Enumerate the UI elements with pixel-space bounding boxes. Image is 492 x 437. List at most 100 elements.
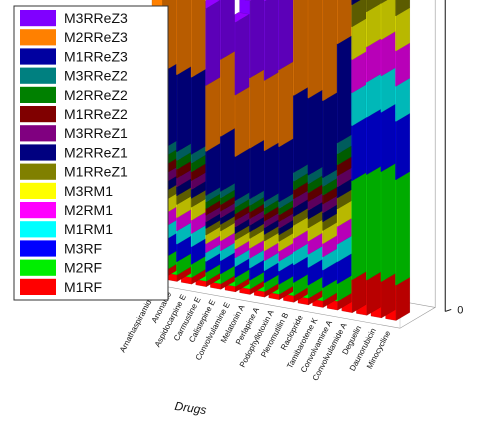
bar-side-face [176, 0, 191, 75]
legend-item: M2RReZ2 [20, 86, 128, 103]
bar-side-face [206, 0, 221, 86]
bar-top-face [244, 0, 252, 1]
legend-swatch [20, 278, 56, 295]
legend-item: M2RF [20, 259, 102, 276]
bar-segment [195, 272, 221, 287]
bar-side-face [337, 0, 352, 45]
legend: M3RReZ3 M2RReZ3 M1RReZ3 M3RReZ2 M2RReZ2 M1RRe… [13, 5, 169, 301]
legend-label: M2RF [64, 260, 102, 276]
bar-side-face [191, 68, 206, 155]
legend-item: M2RM1 [20, 202, 113, 219]
legend-label: M1RM1 [64, 221, 113, 237]
legend-swatch [20, 221, 56, 238]
legend-item: M3RReZ2 [20, 67, 128, 84]
bar-side-face [381, 103, 396, 172]
legend-swatch [20, 29, 56, 46]
bar-side-face [381, 0, 388, 4]
bar-side-face [322, 0, 337, 101]
x-axis-title: Drugs [174, 399, 208, 417]
legend-swatch [20, 10, 56, 27]
bar-side-face [264, 0, 279, 81]
bar-side-face [235, 14, 250, 96]
bar-side-face [395, 113, 410, 180]
legend-label: M2RM1 [64, 202, 113, 218]
legend-label: M3RReZ1 [64, 125, 128, 141]
bar-side-face [308, 0, 323, 99]
bar-side-face [352, 172, 367, 280]
legend-item: M1RF [20, 278, 102, 295]
legend-label: M3RM1 [64, 183, 113, 199]
bar-stacks [151, 0, 410, 321]
legend-swatch [20, 67, 56, 84]
bar-side-face [279, 61, 294, 148]
legend-swatch [20, 86, 56, 103]
bar-side-face [176, 66, 191, 152]
legend-label: M1RF [64, 279, 102, 295]
bar-side-face [220, 0, 235, 60]
z-tick-label: 0 [457, 304, 463, 316]
z-tick [445, 308, 452, 312]
bar-side-face [264, 72, 279, 152]
legend-label: M2RReZ1 [64, 144, 128, 160]
legend-label: M3RReZ3 [64, 10, 128, 26]
bar-stack [268, 0, 294, 300]
legend-label: M3RF [64, 240, 102, 256]
bar-side-face [337, 35, 352, 144]
bar-side-face [220, 51, 235, 137]
bar-side-face [366, 0, 381, 12]
bar-side-face [206, 143, 221, 196]
bar-side-face [366, 108, 381, 175]
bar-side-face [322, 92, 337, 178]
bar-side-face [293, 0, 308, 96]
legend-item: M3RReZ3 [20, 10, 128, 27]
legend-item: M2RReZ3 [20, 29, 128, 46]
bar-side-face [293, 87, 308, 173]
legend-swatch [20, 106, 56, 123]
bar-side-face [249, 69, 264, 149]
bar-side-face [235, 86, 250, 157]
bar-side-face [249, 139, 264, 200]
legend-label: M1RReZ2 [64, 106, 128, 122]
legend-swatch [20, 144, 56, 161]
legend-label: M2RReZ2 [64, 87, 128, 103]
legend-swatch [20, 202, 56, 219]
bar-side-face [366, 166, 381, 281]
bar-side-face [395, 171, 410, 286]
bar-side-face [381, 0, 396, 40]
legend-item: M1RReZ2 [20, 106, 128, 123]
legend-item: M3RF [20, 240, 102, 257]
bar-side-face [308, 89, 323, 176]
bar-side-face [352, 0, 361, 5]
bar-side-face [206, 77, 221, 152]
bar-side-face [220, 128, 235, 192]
legend-label: M2RReZ3 [64, 29, 128, 45]
bar-side-face [352, 117, 367, 181]
legend-label: M1RReZ3 [64, 48, 128, 64]
legend-item: M1RM1 [20, 221, 113, 238]
legend-item: M1RReZ1 [20, 163, 128, 180]
legend-swatch [20, 182, 56, 199]
bar-segment [283, 287, 308, 303]
legend-item: M3RM1 [20, 182, 113, 199]
bar-side-face [381, 163, 396, 282]
bar-segment [268, 285, 294, 300]
bar-side-face [191, 0, 206, 78]
bar-side-face [352, 0, 367, 27]
legend-swatch [20, 240, 56, 257]
bar-side-face [249, 0, 264, 79]
legend-label: M1RReZ1 [64, 164, 128, 180]
bar-side-face [395, 0, 410, 17]
bar-side-face [264, 142, 279, 202]
legend-label: M3RReZ2 [64, 68, 128, 84]
bar-side-face [279, 0, 294, 71]
legend-swatch [20, 48, 56, 65]
legend-item: M1RReZ3 [20, 48, 128, 65]
legend-item: M2RReZ1 [20, 144, 128, 161]
legend-swatch [20, 125, 56, 142]
legend-item: M3RReZ1 [20, 125, 128, 142]
bar-side-face [235, 148, 250, 201]
bar-side-face [279, 138, 294, 203]
legend-swatch [20, 163, 56, 180]
z-axis: 0200040006000800010000 [444, 0, 463, 316]
